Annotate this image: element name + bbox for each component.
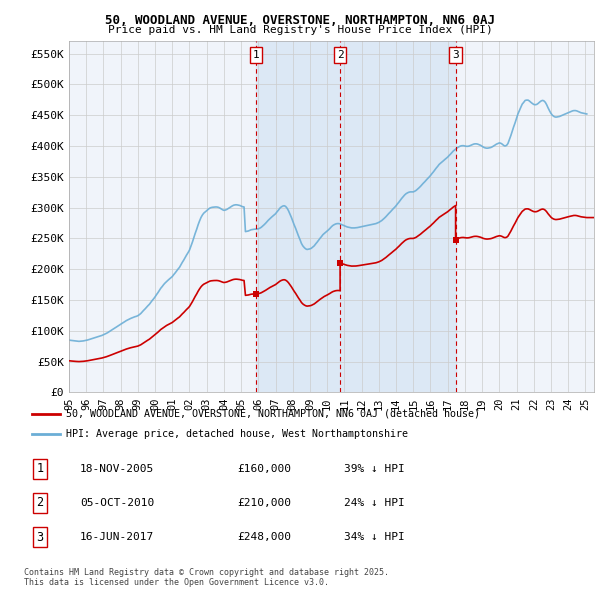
- Text: Price paid vs. HM Land Registry's House Price Index (HPI): Price paid vs. HM Land Registry's House …: [107, 25, 493, 35]
- Text: 3: 3: [452, 50, 459, 60]
- Text: HPI: Average price, detached house, West Northamptonshire: HPI: Average price, detached house, West…: [66, 429, 408, 439]
- Text: 2: 2: [337, 50, 343, 60]
- Text: £210,000: £210,000: [237, 498, 291, 508]
- Text: Contains HM Land Registry data © Crown copyright and database right 2025.
This d: Contains HM Land Registry data © Crown c…: [24, 568, 389, 587]
- Text: 34% ↓ HPI: 34% ↓ HPI: [344, 532, 404, 542]
- Text: 16-JUN-2017: 16-JUN-2017: [80, 532, 154, 542]
- Text: 1: 1: [36, 463, 43, 476]
- Text: 24% ↓ HPI: 24% ↓ HPI: [344, 498, 404, 508]
- Text: 18-NOV-2005: 18-NOV-2005: [80, 464, 154, 474]
- Bar: [340, 41, 455, 392]
- Text: 50, WOODLAND AVENUE, OVERSTONE, NORTHAMPTON, NN6 0AJ: 50, WOODLAND AVENUE, OVERSTONE, NORTHAMP…: [105, 14, 495, 27]
- Text: £160,000: £160,000: [237, 464, 291, 474]
- Text: £248,000: £248,000: [237, 532, 291, 542]
- Text: 2: 2: [36, 496, 43, 510]
- Text: 50, WOODLAND AVENUE, OVERSTONE, NORTHAMPTON, NN6 0AJ (detached house): 50, WOODLAND AVENUE, OVERSTONE, NORTHAMP…: [66, 409, 480, 418]
- Text: 39% ↓ HPI: 39% ↓ HPI: [344, 464, 404, 474]
- Text: 3: 3: [36, 530, 43, 543]
- Text: 05-OCT-2010: 05-OCT-2010: [80, 498, 154, 508]
- Text: 1: 1: [253, 50, 260, 60]
- Bar: [256, 41, 340, 392]
